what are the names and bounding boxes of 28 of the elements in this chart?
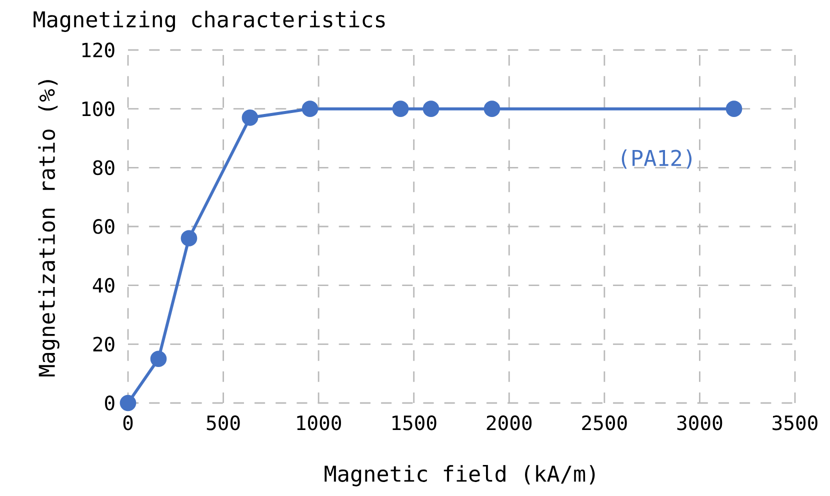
x-axis-title: Magnetic field (kA/m) — [324, 464, 595, 486]
point — [422, 100, 440, 117]
y-tick-label: 60 — [93, 219, 114, 234]
point — [180, 230, 198, 246]
x-tick-label: 500 — [206, 415, 240, 430]
y-tick-label: 100 — [82, 101, 114, 116]
point — [242, 109, 258, 126]
chart-title: Magnetizing characteristics — [34, 10, 385, 32]
y-tick-label: 40 — [92, 278, 114, 293]
point — [302, 100, 318, 117]
y-axis-title: Magnetization ratio (%) — [38, 80, 60, 376]
x-tick-label: 3500 — [772, 415, 818, 430]
y-tick-label: 20 — [93, 336, 114, 352]
x-tick-label: 0 — [123, 415, 133, 430]
y-tick-label: 80 — [93, 160, 114, 176]
y-tick-label: 120 — [82, 42, 114, 58]
point — [484, 100, 500, 117]
point — [150, 350, 167, 368]
x-tick-label: 2500 — [582, 415, 627, 430]
x-tick-label: 3000 — [677, 415, 722, 430]
point — [726, 100, 742, 117]
y-tick-label: 0 — [105, 396, 114, 410]
point — [392, 100, 409, 117]
series-label: (PA12) — [622, 149, 692, 169]
x-tick-label: 2000 — [486, 415, 532, 430]
point — [120, 394, 136, 412]
x-tick-label: 1000 — [297, 415, 341, 430]
x-tick-label: 1500 — [392, 415, 436, 430]
